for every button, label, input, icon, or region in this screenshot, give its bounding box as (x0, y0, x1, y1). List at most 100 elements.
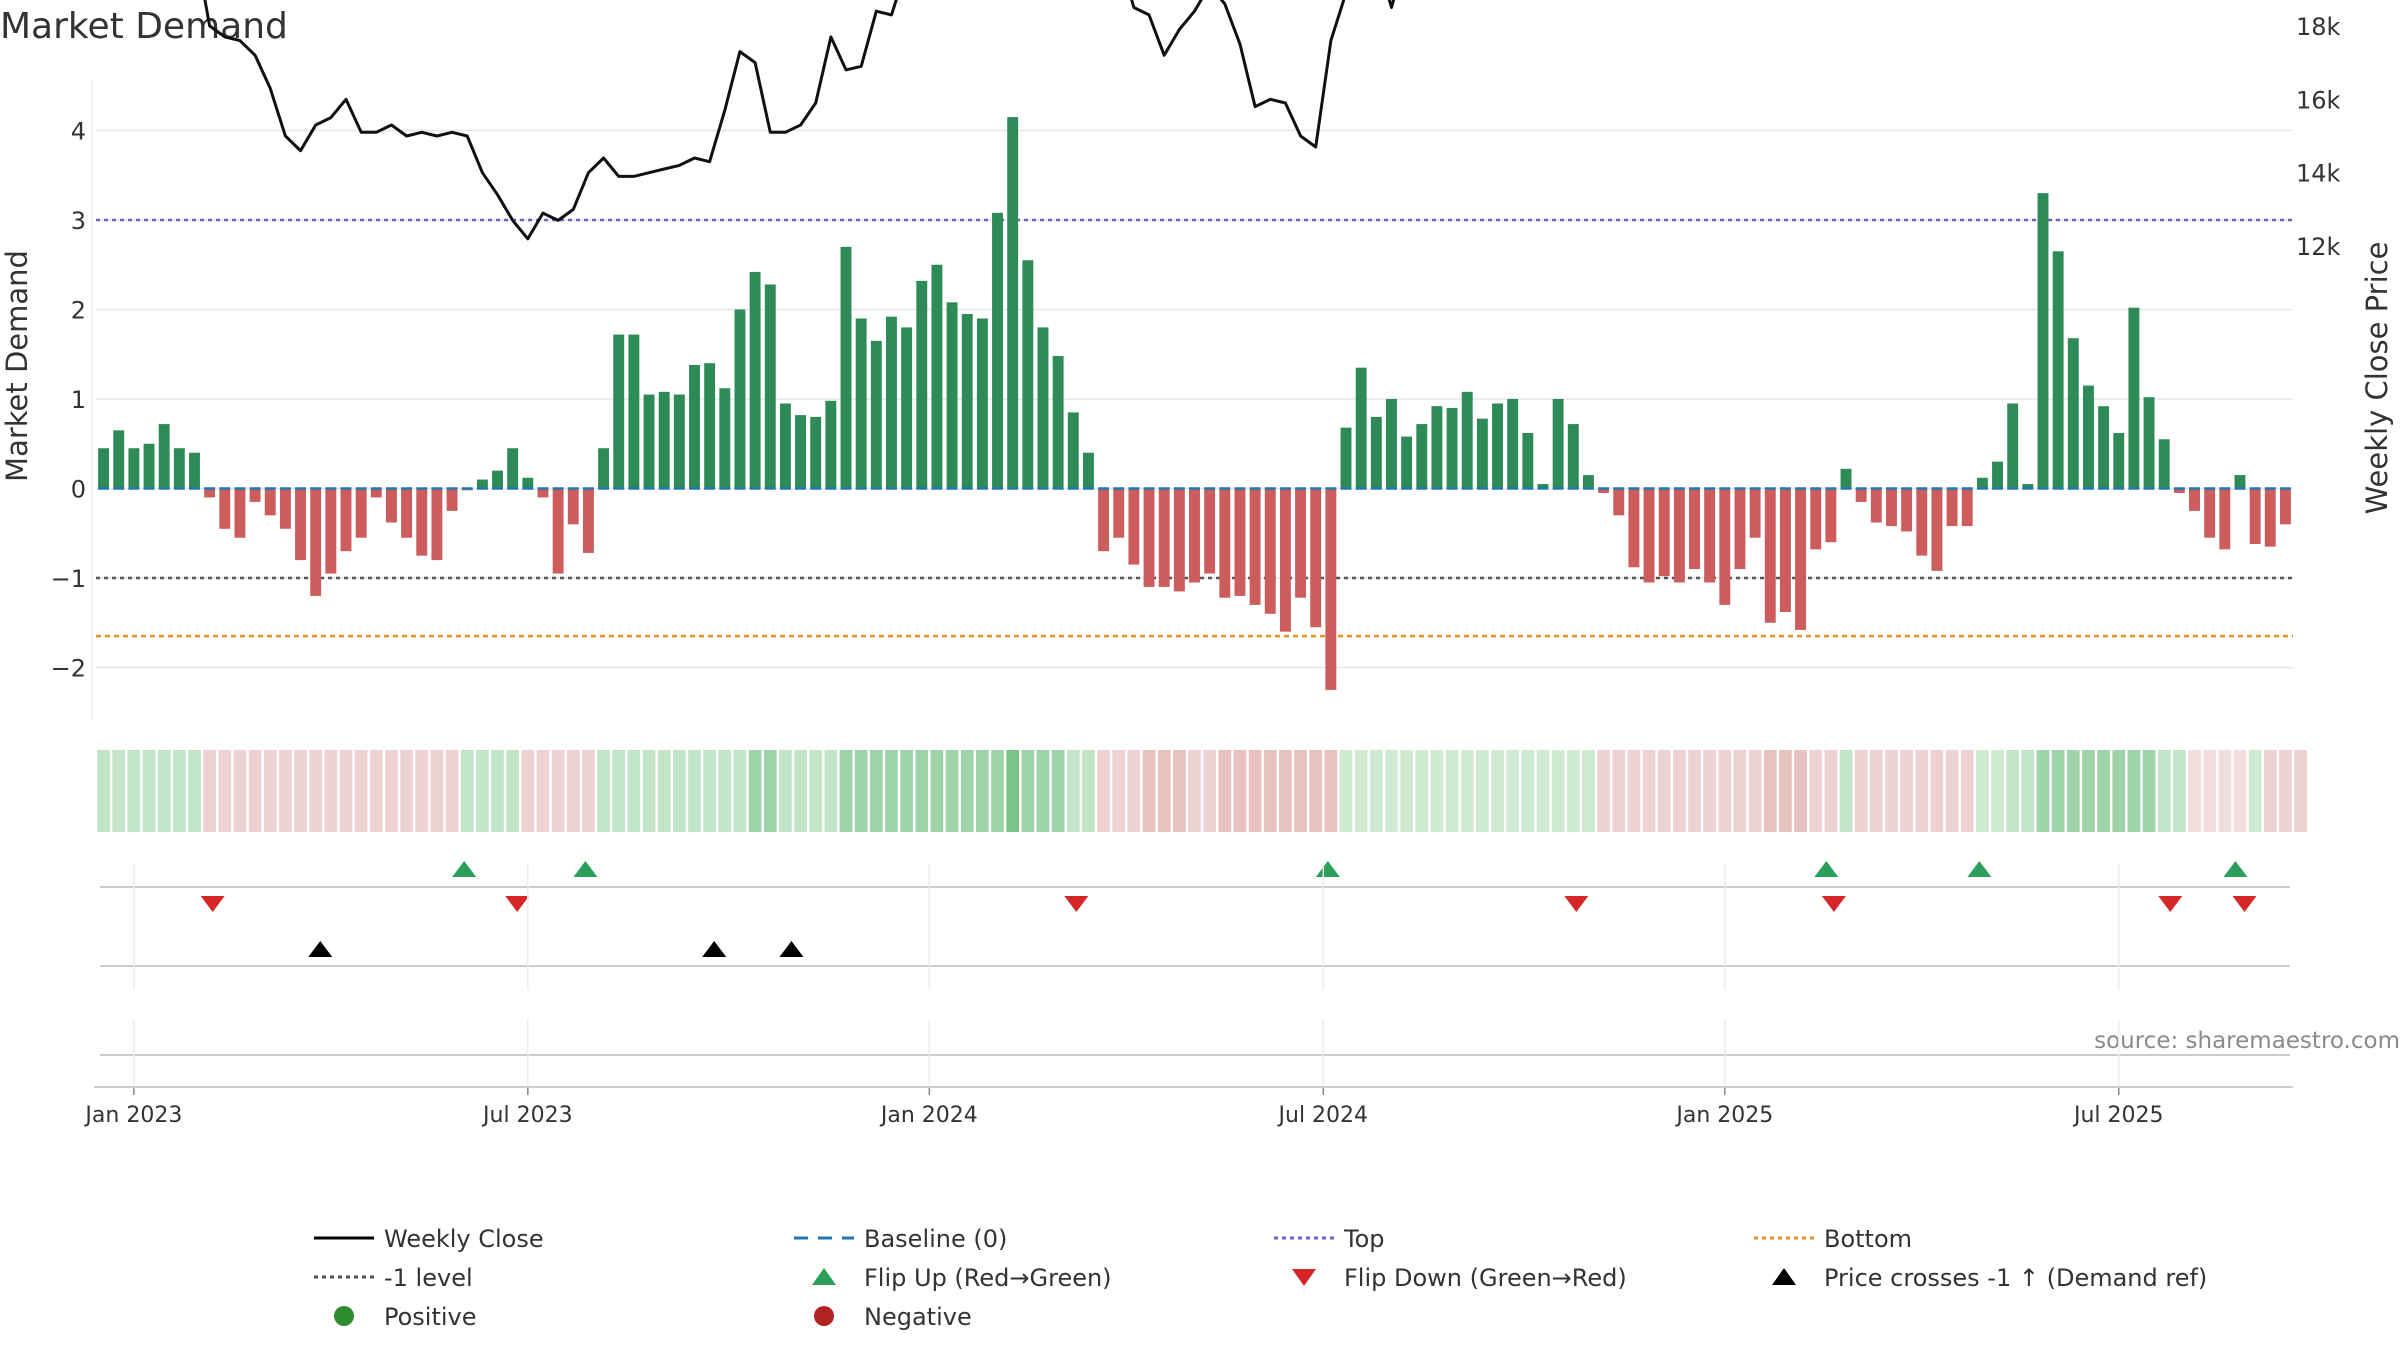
positive-bar (113, 430, 125, 489)
strip-cell (1309, 750, 1323, 832)
positive-bar (916, 280, 928, 489)
x-tick-label: Jul 2025 (2072, 1103, 2164, 1128)
legend-label: Top (1343, 1225, 1385, 1253)
price-cross-marker (308, 941, 333, 957)
weekly-close-line (203, 0, 1396, 241)
negative-bar (537, 488, 549, 498)
negative-bar (1946, 488, 1958, 527)
strip-cell (976, 750, 989, 832)
strip-cell (991, 750, 1004, 832)
strip-cell (1263, 750, 1277, 832)
negative-bar (2249, 488, 2261, 544)
positive-bar (1840, 468, 1852, 489)
legend-item: Flip Up (Red→Green) (812, 1264, 1112, 1292)
strip-cell (1582, 750, 1595, 832)
y-tick-label-left: 3 (71, 207, 86, 235)
strip-cell (536, 750, 550, 832)
positive-bar (189, 452, 200, 489)
positive-bar (173, 448, 185, 489)
negative-bar (386, 488, 397, 523)
y-axis-left: 4 3 2 1 0 −1 −2 (51, 118, 86, 683)
strip-cell (2097, 750, 2110, 832)
flip-down-marker (200, 896, 225, 912)
positive-bar (825, 400, 837, 489)
negative-bar (279, 488, 291, 529)
negative-bar (1916, 488, 1928, 556)
legend-item: Flip Down (Green→Red) (1292, 1264, 1627, 1292)
legend-swatch-triangle-down (1292, 1269, 1316, 1286)
positive-bar (2098, 406, 2110, 489)
flip-down-marker (1064, 896, 1089, 912)
strip-cell (2051, 750, 2065, 832)
negative-bar (431, 488, 443, 561)
negative-bar (1719, 488, 1731, 605)
flip-up-marker (573, 861, 598, 877)
legend-swatch-circle (334, 1306, 354, 1326)
strip-cell (763, 750, 777, 832)
negative-bar (1219, 488, 1231, 598)
negative-bar (249, 488, 261, 502)
negative-bar (1128, 488, 1140, 565)
legend-swatch-triangle-up (1772, 1268, 1796, 1285)
strip-cell (142, 750, 156, 832)
negative-bar (1613, 488, 1625, 516)
strip-cell (1763, 750, 1777, 832)
negative-bar (1234, 488, 1246, 596)
strip-cell (2263, 750, 2277, 832)
legend-label: Flip Down (Green→Red) (1344, 1264, 1627, 1292)
strip-cell (824, 750, 838, 832)
strip-cell (172, 750, 186, 832)
strip-cell (1369, 750, 1383, 832)
strip-cell (960, 750, 974, 832)
strip-cell (1082, 750, 1095, 832)
x-tick-label: Jan 2025 (1674, 1103, 1773, 1128)
flip-down-marker (1564, 896, 1589, 912)
positive-bar (128, 448, 140, 489)
price-cross-marker (779, 941, 804, 957)
positive-bar (1537, 484, 1549, 489)
positive-bar (2113, 433, 2125, 489)
strip-cell (672, 750, 686, 832)
negative-bar (1264, 488, 1276, 614)
negative-bar (1113, 488, 1125, 538)
negative-bar (567, 488, 579, 525)
strip-cell (642, 750, 656, 832)
strip-cell (1809, 750, 1823, 832)
strip-cell (339, 750, 353, 832)
y-axis-right: 28k26k24k22k20k18k16k14k12k (2296, 13, 2341, 261)
strip-cell (597, 750, 610, 832)
y-tick-label-left: −2 (51, 655, 86, 683)
strip-cell (1248, 750, 1262, 832)
strip-cell (415, 750, 429, 832)
positive-bar (1386, 399, 1397, 489)
positive-bar (1370, 416, 1382, 489)
strip-cell (279, 750, 292, 832)
y-tick-label-right: 14k (2296, 160, 2341, 188)
negative-bar (446, 488, 458, 511)
positive-bar (1476, 418, 1488, 489)
strip-cell (203, 750, 217, 832)
x-tick-label: Jul 2023 (481, 1103, 573, 1128)
strip-cell (1885, 750, 1898, 832)
strip-cell (1400, 750, 1413, 832)
negative-bar (2279, 488, 2291, 525)
negative-bar (552, 488, 564, 574)
negative-bar (1901, 488, 1913, 532)
strip-cell (1930, 750, 1944, 832)
strip-cell (385, 750, 398, 832)
strip-cell (1551, 750, 1565, 832)
positive-bar (598, 448, 610, 489)
negative-bar (1295, 488, 1307, 598)
positive-bar (1992, 461, 2003, 489)
negative-bar (325, 488, 337, 574)
strip-cell (1733, 750, 1747, 832)
positive-bar (476, 479, 488, 489)
positive-bar (992, 212, 1003, 489)
strip-cell (1748, 750, 1762, 832)
positive-bar (98, 448, 110, 489)
negative-bar (1189, 488, 1200, 583)
strip-cell (1566, 750, 1580, 832)
strip-cell (1051, 750, 1065, 832)
strip-cell (2082, 750, 2095, 832)
